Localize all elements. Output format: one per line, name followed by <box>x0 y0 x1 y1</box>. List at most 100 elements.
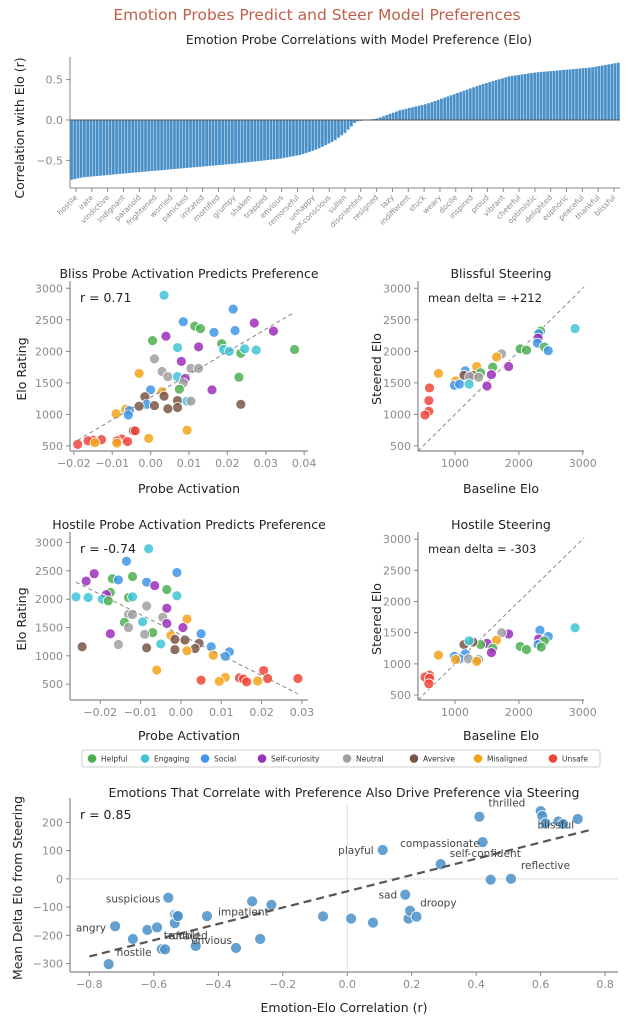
data-point <box>177 622 189 633</box>
data-point <box>539 817 552 830</box>
data-point <box>174 383 185 395</box>
legend-label: Self-curiosity <box>271 755 320 764</box>
data-point <box>233 371 245 383</box>
bar <box>308 120 311 152</box>
data-point <box>486 647 497 659</box>
data-point <box>463 378 475 390</box>
point-label: troubled <box>164 930 208 942</box>
y-tick-label: 0.0 <box>46 114 64 127</box>
data-point <box>162 371 174 382</box>
bar <box>404 108 408 120</box>
bar <box>395 111 398 120</box>
data-point <box>143 432 155 444</box>
bar <box>205 120 209 167</box>
bar <box>324 120 328 146</box>
bar <box>317 120 321 149</box>
y-tick-label: 2000 <box>383 596 411 609</box>
stat-annotation: r = 0.71 <box>80 290 131 305</box>
data-point <box>481 380 493 392</box>
data-point <box>463 635 475 647</box>
data-point <box>171 590 183 602</box>
x-tick-label: 1000 <box>441 457 469 470</box>
bar <box>76 120 80 179</box>
data-point <box>137 616 149 628</box>
legend-label: Aversive <box>423 755 455 764</box>
chart-title: Bliss Probe Activation Predicts Preferen… <box>59 266 318 281</box>
bar <box>195 120 199 168</box>
bar <box>430 102 434 120</box>
bar-chart-title: Emotion Probe Correlations with Model Pr… <box>186 32 532 47</box>
corr-chart: Emotions That Correlate with Preference … <box>10 785 618 1015</box>
bar <box>99 120 102 176</box>
bar <box>314 120 318 150</box>
y-tick-label: 500 <box>42 440 63 453</box>
y-tick-label: 500 <box>42 678 63 691</box>
y-tick-label: 1000 <box>383 658 411 671</box>
bar <box>514 75 517 120</box>
data-point <box>206 384 218 396</box>
bar <box>134 120 138 173</box>
bar <box>613 63 617 120</box>
data-point <box>433 649 444 661</box>
data-point <box>419 409 431 421</box>
bar <box>600 65 604 120</box>
bar <box>443 97 447 120</box>
bar <box>156 120 160 171</box>
bar-chart: Emotion Probe Correlations with Model Pr… <box>12 32 620 236</box>
bar <box>407 108 411 120</box>
data-point <box>235 398 247 410</box>
legend-label: Helpful <box>101 755 128 764</box>
bar <box>388 113 392 120</box>
data-point <box>208 327 220 338</box>
data-point <box>161 584 173 595</box>
bar <box>356 120 360 122</box>
bar <box>115 120 118 175</box>
data-point <box>172 402 183 413</box>
data-point <box>76 641 88 653</box>
data-point <box>193 341 204 353</box>
y-tick-label: 200 <box>42 816 63 829</box>
bar <box>546 71 549 120</box>
data-point <box>557 818 570 830</box>
data-point <box>149 353 160 365</box>
bar <box>250 120 254 162</box>
bar <box>227 120 231 165</box>
point-label: playful <box>338 845 374 857</box>
bar <box>530 73 533 120</box>
y-axis-label: Steered Elo <box>369 583 384 655</box>
legend-marker <box>548 754 558 763</box>
bar <box>105 120 109 176</box>
data-point <box>230 942 242 954</box>
data-point <box>80 575 92 587</box>
data-point <box>169 633 181 645</box>
bar <box>401 109 405 120</box>
data-point <box>172 342 183 353</box>
identity-line <box>417 286 585 452</box>
bar <box>488 82 492 120</box>
x-tick-label: −0.4 <box>205 978 232 991</box>
bar <box>163 120 167 170</box>
bar <box>147 120 151 172</box>
legend-label: Engaging <box>154 755 189 764</box>
point-label: impatient <box>218 906 269 918</box>
legend-marker <box>473 754 483 763</box>
bar <box>275 120 279 159</box>
y-tick-label: 2000 <box>35 345 63 358</box>
bar <box>578 68 582 120</box>
bar <box>243 120 247 163</box>
bar <box>214 120 218 166</box>
point-label: suspicious <box>106 894 160 906</box>
bar <box>263 120 266 161</box>
bar <box>198 120 202 167</box>
bar <box>182 120 186 169</box>
bar <box>475 86 479 120</box>
bar <box>539 71 543 120</box>
data-point <box>102 595 114 607</box>
bar <box>108 120 112 175</box>
data-point <box>149 580 161 591</box>
data-point <box>476 836 489 849</box>
data-point <box>158 390 170 402</box>
bar <box>176 120 180 169</box>
bar <box>581 68 585 120</box>
